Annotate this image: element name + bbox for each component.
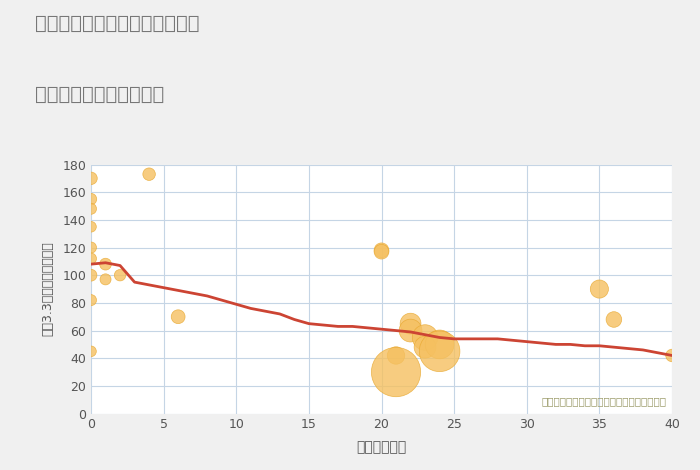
Point <box>391 352 402 359</box>
Text: 築年数別中古戸建て価格: 築年数別中古戸建て価格 <box>35 85 164 103</box>
Point <box>85 223 97 230</box>
Point <box>100 275 111 283</box>
Point <box>419 334 430 341</box>
Point <box>85 272 97 279</box>
Point <box>608 316 620 323</box>
Point <box>434 341 445 348</box>
Y-axis label: 坪（3.3㎡）単価（万円）: 坪（3.3㎡）単価（万円） <box>41 242 54 337</box>
Point <box>594 285 605 293</box>
Point <box>666 352 678 359</box>
X-axis label: 築年数（年）: 築年数（年） <box>356 440 407 454</box>
Point <box>419 344 430 351</box>
Point <box>85 255 97 262</box>
Point <box>100 260 111 268</box>
Point <box>391 368 402 376</box>
Point <box>405 327 416 334</box>
Point <box>376 248 387 255</box>
Point <box>85 205 97 212</box>
Point <box>434 348 445 355</box>
Point <box>376 247 387 254</box>
Point <box>85 196 97 203</box>
Point <box>85 174 97 182</box>
Point <box>114 272 126 279</box>
Point <box>85 348 97 355</box>
Point <box>172 313 183 321</box>
Text: 愛知県名古屋市北区稚児宮通の: 愛知県名古屋市北区稚児宮通の <box>35 14 200 33</box>
Text: 円の大きさは、取引のあった物件面積を示す: 円の大きさは、取引のあった物件面積を示す <box>541 396 666 406</box>
Point <box>405 320 416 328</box>
Point <box>85 244 97 251</box>
Point <box>85 297 97 304</box>
Point <box>144 171 155 178</box>
